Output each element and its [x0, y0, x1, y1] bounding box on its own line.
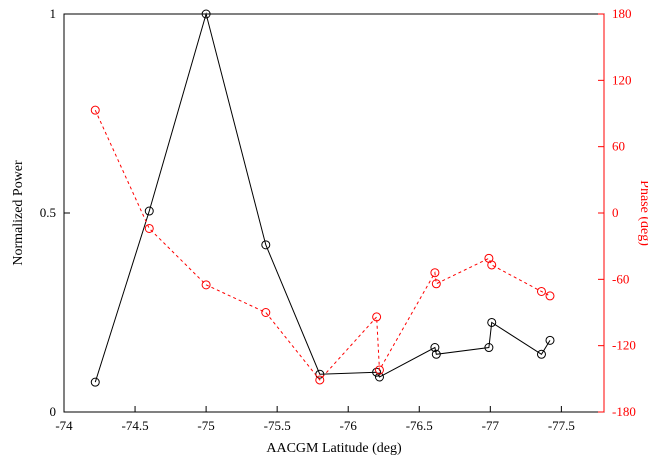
y2-tick-label: 0 — [612, 205, 619, 220]
y-axis-title: Normalized Power — [11, 160, 26, 266]
phase-point — [90, 105, 100, 115]
series-group — [90, 9, 555, 387]
phase-point — [201, 280, 211, 290]
phase-point — [315, 375, 325, 385]
x-tick-label: -74 — [55, 418, 73, 433]
power-point — [261, 240, 271, 250]
power-point — [487, 317, 497, 327]
y2-tick-label: 180 — [612, 6, 632, 21]
power-point — [536, 349, 546, 359]
power-point — [201, 9, 211, 19]
y-tick-label: 1 — [50, 6, 57, 21]
power-point — [545, 335, 555, 345]
tick-marks — [63, 13, 605, 413]
power-point — [144, 206, 154, 216]
x-tick-label: -74.5 — [122, 418, 149, 433]
phase-point — [487, 260, 497, 270]
phase-point — [372, 312, 382, 322]
x-axis-title: AACGM Latitude (deg) — [266, 441, 402, 456]
x-tick-label: -77 — [482, 418, 500, 433]
phase-point — [430, 268, 440, 278]
y-tick-label: 0.5 — [40, 205, 56, 220]
x-tick-label: -77.5 — [548, 418, 575, 433]
power-point — [431, 349, 441, 359]
power-point — [430, 343, 440, 353]
x-tick-label: -76.5 — [406, 418, 433, 433]
phase-point — [431, 279, 441, 289]
x-tick-label: -76 — [340, 418, 358, 433]
x-tick-label: -75 — [197, 418, 214, 433]
y2-tick-label: -60 — [612, 271, 629, 286]
power-point — [374, 372, 384, 382]
power-point — [90, 377, 100, 387]
y2-tick-label: 120 — [612, 72, 632, 87]
phase-series-line — [94, 109, 551, 381]
y2-tick-label: -180 — [612, 404, 636, 419]
y2-tick-label: -120 — [612, 338, 636, 353]
power-point — [372, 367, 382, 377]
phase-point — [545, 291, 555, 301]
phase-point — [261, 308, 271, 317]
x-tick-label: -75.5 — [264, 418, 291, 433]
y2-tick-label: 60 — [612, 139, 625, 154]
y-tick-label: 0 — [50, 404, 57, 419]
power-point — [484, 343, 494, 353]
tick-labels: -74 -74.5 -75 -75.5 -76 -76.5 -77 -77.5 0 0.5 1 -18… — [40, 6, 636, 433]
plot-frame — [63, 13, 605, 413]
phase-point — [374, 365, 384, 375]
power-series-line — [94, 12, 551, 383]
phase-point — [144, 223, 154, 233]
phase-point — [536, 286, 546, 296]
y2-axis-title: Phase (deg) — [637, 180, 648, 246]
